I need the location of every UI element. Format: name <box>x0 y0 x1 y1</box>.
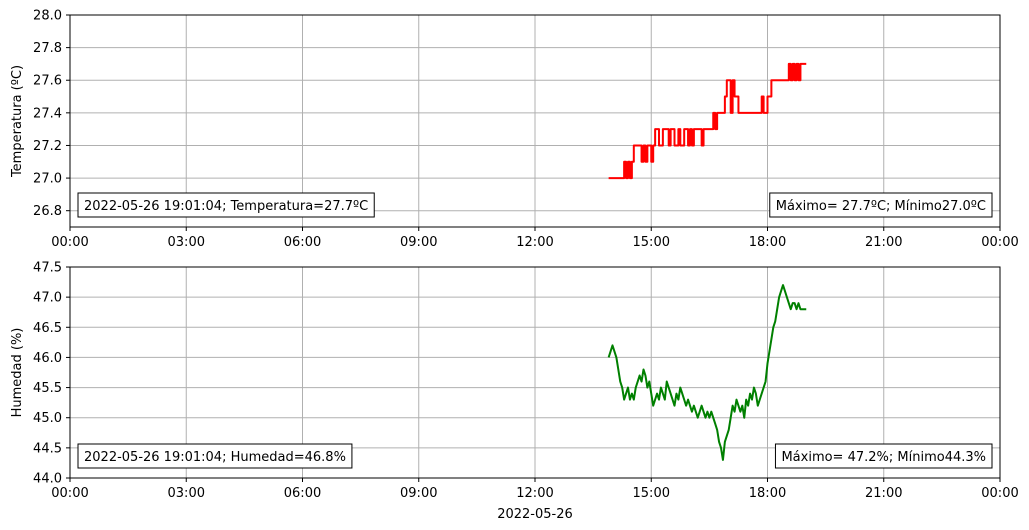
annotation-left-box <box>77 192 375 218</box>
y-tick-label: 27.4 <box>33 106 62 121</box>
y-tick-label: 27.6 <box>33 74 62 89</box>
chart-panel-0: 26.8 27.0 27.2 27.4 27.6 27.8 28.0 00:00 03:00 06… <box>10 9 1019 251</box>
x-tick-label: 21:00 <box>865 235 902 250</box>
y-tick-label: 44.0 <box>33 472 62 487</box>
annotation-right-box <box>774 443 993 469</box>
x-tick-label: 06:00 <box>284 486 321 501</box>
x-tick-label: 18:00 <box>749 235 786 250</box>
annotation-right-box <box>769 192 993 218</box>
y-tick-label: 28.0 <box>33 9 62 24</box>
x-tick-label: 00:00 <box>981 486 1018 501</box>
series-line-0 <box>607 284 807 461</box>
plot-frame <box>69 266 1001 479</box>
x-tick-label: 18:00 <box>749 486 786 501</box>
x-tick-label: 15:00 <box>633 486 670 501</box>
x-tick-label: 00:00 <box>981 235 1018 250</box>
x-tick-label: 12:00 <box>516 486 553 501</box>
x-tick-label: 09:00 <box>400 235 437 250</box>
y-tick-label: 45.0 <box>33 411 62 426</box>
y-axis-label: Humedad (%) <box>10 328 25 418</box>
y-tick-label: 27.0 <box>33 172 62 187</box>
annotation-left-box <box>77 443 353 469</box>
x-tick-label: 09:00 <box>400 486 437 501</box>
y-tick-label: 44.5 <box>33 441 62 456</box>
x-axis-label: 2022-05-26 <box>497 507 573 522</box>
x-tick-label: 15:00 <box>633 235 670 250</box>
x-tick-label: 06:00 <box>284 235 321 250</box>
y-tick-label: 46.5 <box>33 321 62 336</box>
x-tick-label: 21:00 <box>865 486 902 501</box>
x-tick-label: 00:00 <box>51 235 88 250</box>
y-tick-label: 26.8 <box>33 204 62 219</box>
y-tick-label: 47.0 <box>33 291 62 306</box>
x-tick-label: 12:00 <box>516 235 553 250</box>
x-tick-label: 00:00 <box>51 486 88 501</box>
x-tick-label: 03:00 <box>168 235 205 250</box>
y-axis-label: Temperatura (ºC) <box>10 65 25 178</box>
x-tick-label: 03:00 <box>168 486 205 501</box>
series-line-0 <box>608 62 807 180</box>
y-tick-label: 47.5 <box>33 261 62 276</box>
chart-panel-1: 44.0 44.5 45.0 45.5 46.0 46.5 47.0 47.5 00:00 03:… <box>10 261 1019 523</box>
y-tick-label: 45.5 <box>33 381 62 396</box>
y-tick-label: 27.2 <box>33 139 62 154</box>
y-tick-label: 46.0 <box>33 351 62 366</box>
annotation-left-text: 2022-05-26 19:01:04; Temperatura=27.7ºC <box>84 199 368 214</box>
y-tick-label: 27.8 <box>33 41 62 56</box>
annotation-right-text: Máximo= 27.7ºC; Mínimo27.0ºC <box>776 199 986 214</box>
annotation-left-text: 2022-05-26 19:01:04; Humedad=46.8% <box>84 450 346 465</box>
annotation-right-text: Máximo= 47.2%; Mínimo44.3% <box>781 450 986 465</box>
plot-frame <box>69 14 1001 228</box>
